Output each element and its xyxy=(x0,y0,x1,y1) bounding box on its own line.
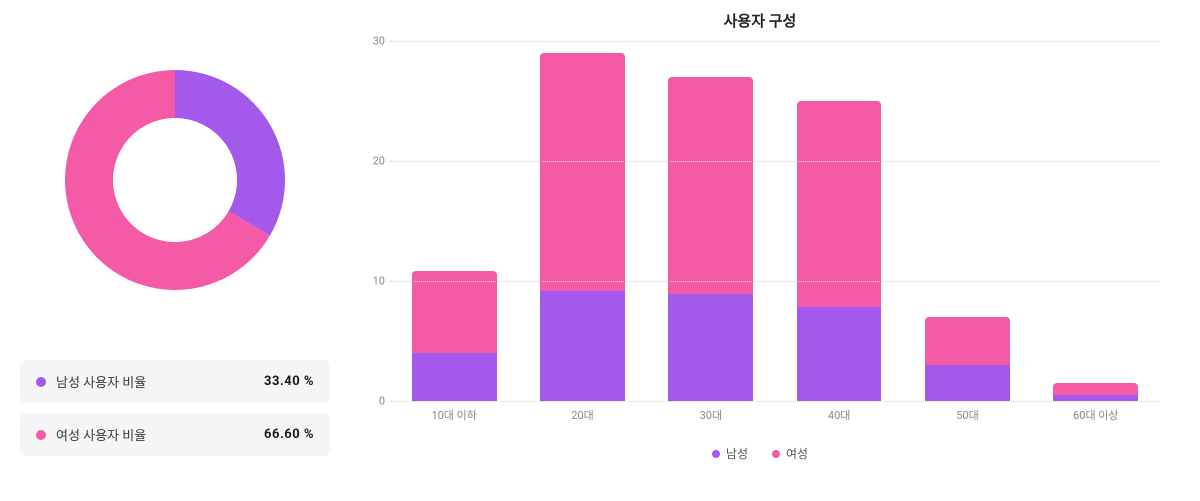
bar-legend-male-label: 남성 xyxy=(726,445,748,462)
bar-segment-female xyxy=(797,101,882,307)
bar-slot xyxy=(647,41,775,401)
legend-value-male: 33.40 % xyxy=(264,374,314,389)
x-tick-label: 20대 xyxy=(518,407,646,423)
legend-row-female: 여성 사용자 비율 66.60 % xyxy=(20,413,330,456)
legend-value-female: 66.60 % xyxy=(264,427,314,442)
x-tick-label: 60대 이상 xyxy=(1032,407,1160,423)
bar-segment-female xyxy=(925,317,1010,365)
bar-segment-male xyxy=(925,365,1010,401)
bar-segment-male xyxy=(668,294,753,401)
legend-dot-female xyxy=(36,430,46,440)
x-tick-label: 50대 xyxy=(903,407,1031,423)
bar-slot xyxy=(903,41,1031,401)
x-tick-label: 10대 이하 xyxy=(390,407,518,423)
chart-title: 사용자 구성 xyxy=(350,10,1170,31)
donut-legend: 남성 사용자 비율 33.40 % 여성 사용자 비율 66.60 % xyxy=(20,360,330,466)
bar-segment-male xyxy=(797,307,882,401)
gridline xyxy=(390,41,1160,42)
bar-stack xyxy=(412,271,497,401)
legend-dot-icon xyxy=(712,450,720,458)
y-tick-label: 30 xyxy=(373,35,385,48)
bar-stack xyxy=(1053,383,1138,401)
legend-label-male: 남성 사용자 비율 xyxy=(56,372,146,391)
bar-slot xyxy=(1032,41,1160,401)
bar-segment-female xyxy=(668,77,753,294)
y-tick-label: 20 xyxy=(373,155,385,168)
y-tick-label: 10 xyxy=(373,275,385,288)
y-axis: 0102030 xyxy=(355,41,385,401)
bar-segment-male xyxy=(540,291,625,401)
donut-slice xyxy=(175,70,285,235)
x-axis: 10대 이하20대30대40대50대60대 이상 xyxy=(390,407,1160,423)
x-tick-label: 40대 xyxy=(775,407,903,423)
legend-dot-icon xyxy=(772,450,780,458)
donut-chart xyxy=(20,20,330,340)
legend-dot-male xyxy=(36,377,46,387)
bar-stack xyxy=(540,53,625,401)
bar-legend: 남성 여성 xyxy=(350,445,1170,462)
bar-chart: 0102030 10대 이하20대30대40대50대60대 이상 xyxy=(390,41,1160,401)
bar-stack xyxy=(925,317,1010,401)
bar-legend-female-label: 여성 xyxy=(786,445,808,462)
bar-slot xyxy=(775,41,903,401)
legend-label-female: 여성 사용자 비율 xyxy=(56,425,146,444)
plot-area xyxy=(390,41,1160,401)
bar-stack xyxy=(797,101,882,401)
y-tick-label: 0 xyxy=(379,395,385,408)
legend-row-male: 남성 사용자 비율 33.40 % xyxy=(20,360,330,403)
x-tick-label: 30대 xyxy=(647,407,775,423)
bar-segment-male xyxy=(412,353,497,401)
bar-stack xyxy=(668,77,753,401)
gridline xyxy=(390,161,1160,162)
bar-legend-female: 여성 xyxy=(772,445,808,462)
gridline xyxy=(390,281,1160,282)
bar-legend-male: 남성 xyxy=(712,445,748,462)
bar-slot xyxy=(390,41,518,401)
bar-slot xyxy=(518,41,646,401)
bar-segment-female xyxy=(540,53,625,291)
bar-segment-female xyxy=(1053,383,1138,395)
gridline xyxy=(390,401,1160,402)
bar-segment-female xyxy=(412,271,497,353)
